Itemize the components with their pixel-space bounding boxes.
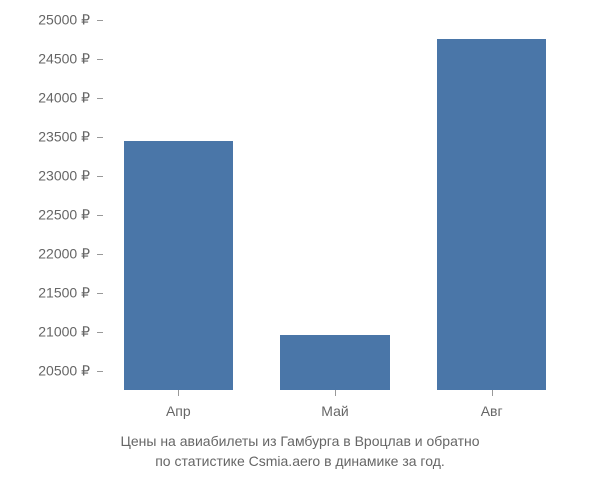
y-tick-label: 23500 ₽: [38, 128, 90, 145]
y-tick-label: 21000 ₽: [38, 323, 90, 340]
y-tick-mark: [97, 20, 103, 21]
x-tick-label: Апр: [166, 403, 191, 419]
caption-line2: по статистике Csmia.aero в динамике за г…: [155, 453, 445, 469]
bar: [124, 141, 234, 390]
y-tick-label: 22500 ₽: [38, 206, 90, 223]
chart-caption: Цены на авиабилеты из Гамбурга в Вроцлав…: [0, 432, 600, 471]
bar: [437, 39, 547, 390]
x-tick-label: Авг: [481, 403, 503, 419]
y-tick-mark: [97, 215, 103, 216]
y-tick-mark: [97, 371, 103, 372]
x-tick-mark: [178, 390, 179, 396]
y-axis: 20500 ₽ 21000 ₽ 21500 ₽ 22000 ₽ 22500 ₽ 23000…: [0, 20, 95, 390]
y-tick-label: 23000 ₽: [38, 167, 90, 184]
bar: [280, 335, 390, 390]
y-tick-mark: [97, 332, 103, 333]
x-tick-mark: [492, 390, 493, 396]
y-tick-mark: [97, 59, 103, 60]
price-bar-chart: 20500 ₽ 21000 ₽ 21500 ₽ 22000 ₽ 22500 ₽ 23000…: [0, 10, 600, 420]
y-tick-mark: [97, 176, 103, 177]
y-tick-label: 24000 ₽: [38, 89, 90, 106]
y-tick-mark: [97, 137, 103, 138]
y-tick-label: 24500 ₽: [38, 50, 90, 67]
y-tick-label: 21500 ₽: [38, 284, 90, 301]
y-tick-label: 20500 ₽: [38, 362, 90, 379]
x-tick-label: Май: [321, 403, 348, 419]
y-tick-mark: [97, 98, 103, 99]
y-tick-label: 22000 ₽: [38, 245, 90, 262]
caption-line1: Цены на авиабилеты из Гамбурга в Вроцлав…: [121, 433, 480, 449]
plot-area: [100, 20, 570, 390]
x-axis: Апр Май Авг: [100, 395, 570, 420]
x-tick-mark: [335, 390, 336, 396]
y-tick-mark: [97, 254, 103, 255]
y-tick-mark: [97, 293, 103, 294]
y-tick-label: 25000 ₽: [38, 12, 90, 29]
